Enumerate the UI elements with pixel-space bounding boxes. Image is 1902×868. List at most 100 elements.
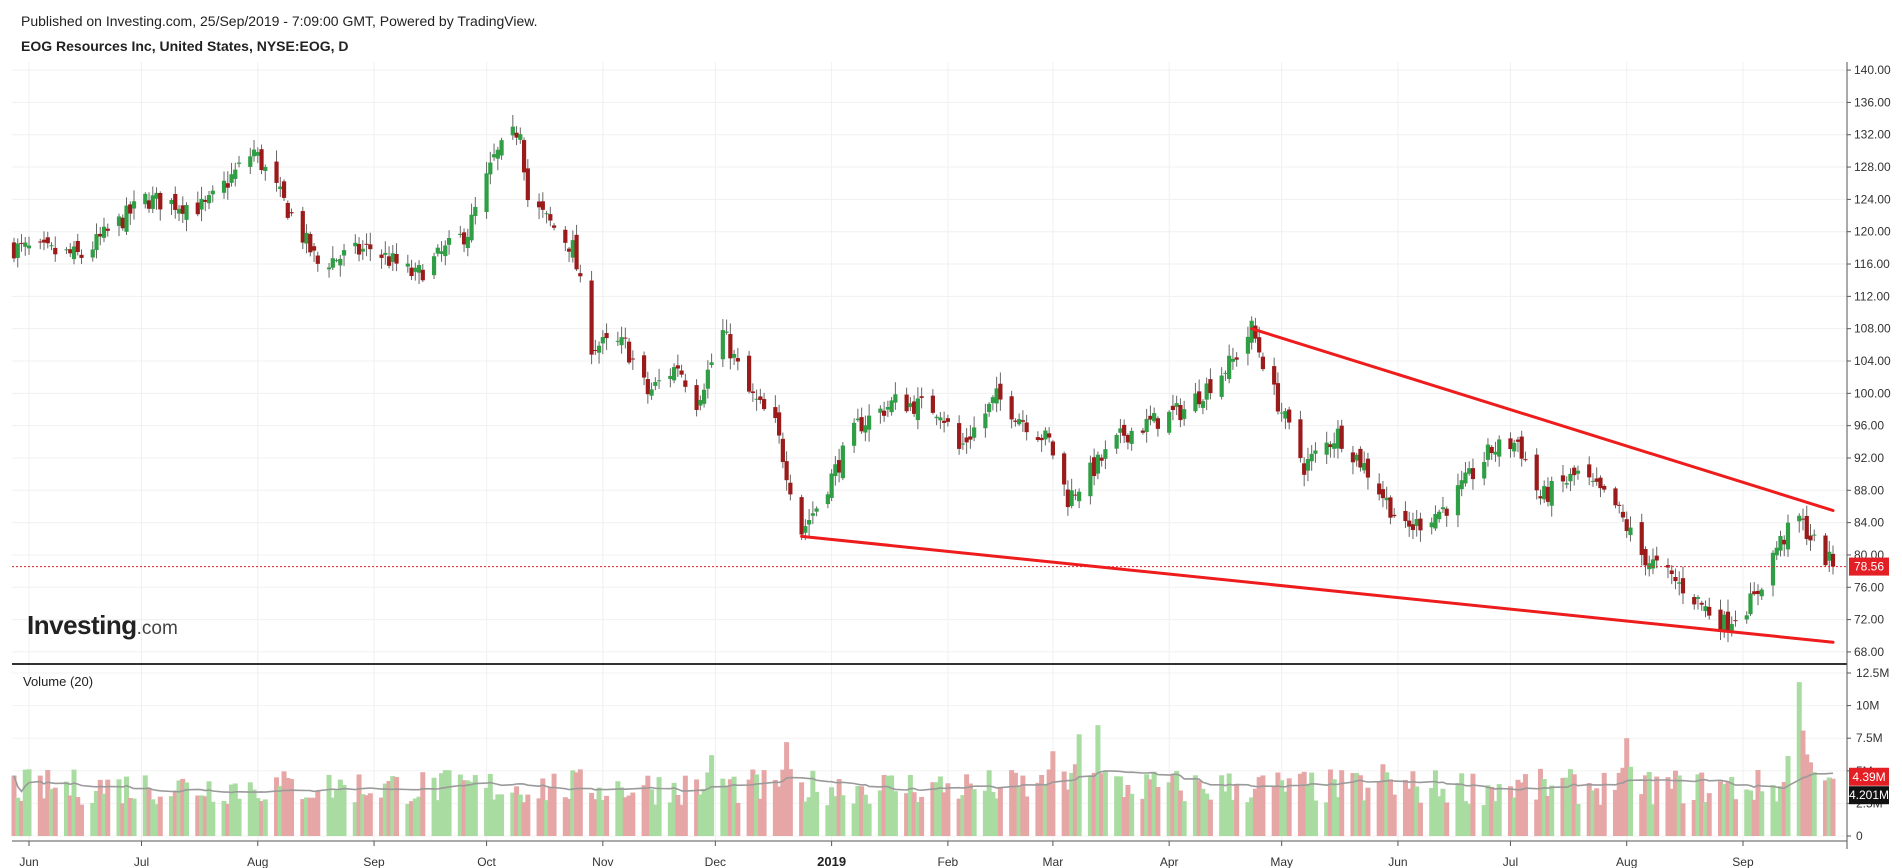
volume-bar [806, 797, 812, 836]
volume-bar [1380, 764, 1386, 836]
time-tick-label: Nov [592, 855, 613, 868]
volume-bar [499, 794, 505, 836]
volume-bar [1350, 773, 1356, 836]
candle-body [1365, 458, 1371, 478]
candle-body [386, 256, 392, 266]
volume-bar [146, 788, 152, 836]
candle-body [1039, 437, 1044, 441]
volume-bar [1586, 783, 1592, 836]
candle-body [154, 192, 159, 199]
volume-bar [71, 769, 77, 836]
candle-body [1354, 454, 1359, 461]
volume-bar [1357, 775, 1363, 836]
candle-body [604, 333, 609, 339]
volume-bar [1665, 777, 1671, 836]
candle-body [825, 494, 830, 505]
volume-bar [356, 774, 362, 836]
candle-body [173, 193, 178, 210]
candle-body [64, 249, 69, 251]
volume-bar [1200, 788, 1206, 836]
candle-body [1414, 519, 1419, 526]
candle-body [1549, 480, 1554, 506]
volume-bar [645, 775, 651, 836]
volume-bar [1406, 788, 1412, 836]
candle-body [1302, 463, 1307, 475]
volume-bar [1492, 801, 1498, 836]
candle-body [626, 341, 632, 363]
candle-body [1129, 430, 1134, 444]
candle-body [525, 168, 530, 201]
candle-body [1617, 504, 1622, 506]
volume-bar [472, 775, 478, 836]
volume-bar [1414, 786, 1420, 836]
volume-bar [600, 800, 606, 836]
volume-bar [1297, 773, 1303, 836]
volume-bar [1654, 776, 1660, 836]
last-volume-tag-bg [1849, 767, 1889, 786]
volume-bar [120, 803, 126, 836]
candle-body [893, 394, 898, 403]
candle-body [1725, 611, 1731, 631]
volume-bar [915, 801, 921, 836]
candle-body [1279, 412, 1284, 414]
volume-bar [1076, 734, 1082, 836]
candle-body [1650, 559, 1656, 569]
candle-body [1718, 609, 1723, 631]
volume-bar [1560, 777, 1566, 836]
volume-bar [1271, 786, 1277, 836]
candle-body [364, 243, 369, 245]
volume-bar [105, 779, 111, 836]
candle-body [1429, 522, 1434, 528]
price-tick-label: 92.00 [1854, 451, 1884, 465]
candle-body [255, 152, 260, 156]
volume-bar [1181, 801, 1187, 836]
volume-bar [960, 795, 966, 836]
volume-bar [1725, 781, 1731, 836]
candle-body [1804, 515, 1809, 540]
trendline-lower [800, 534, 1835, 644]
candle-body [150, 195, 155, 209]
candle-body [15, 243, 20, 258]
volume-bar [945, 783, 951, 836]
candle-body [1470, 468, 1476, 480]
volume-bar [236, 798, 242, 836]
candle-body [435, 247, 440, 254]
candle-body [867, 415, 872, 430]
volume-bar [210, 801, 216, 836]
price-tick-label: 72.00 [1854, 613, 1884, 627]
volume-bar [1549, 785, 1555, 836]
volume-bar [1166, 782, 1172, 836]
volume-bar [1702, 802, 1708, 836]
volume-bar [1807, 762, 1813, 836]
candle-body [1463, 472, 1468, 484]
candle-body [750, 391, 755, 394]
candle-body [1339, 425, 1344, 449]
candle-body [176, 208, 182, 214]
candle-body [645, 379, 650, 395]
candle-body [98, 233, 103, 237]
candle-body [1380, 489, 1386, 499]
volume-bar [784, 742, 790, 836]
candle-body [1152, 413, 1157, 422]
candle-body [578, 273, 583, 277]
volume-bar [1672, 770, 1678, 836]
volume-bar [1515, 779, 1521, 836]
volume-bar [829, 787, 835, 836]
candle-body [1467, 468, 1472, 474]
candle-body [705, 369, 710, 389]
candle-body [784, 461, 789, 481]
volume-bar [281, 771, 287, 836]
candle-body [11, 242, 17, 259]
candle-body [379, 254, 384, 258]
candle-body [1482, 461, 1487, 479]
candle-body [1722, 614, 1727, 633]
volume-bar [596, 787, 602, 836]
candle-body [446, 238, 452, 245]
candle-body [514, 132, 519, 138]
candle-body [409, 267, 414, 276]
candle-body [1695, 597, 1701, 599]
candle-body [675, 365, 680, 369]
candle-body [458, 233, 463, 235]
volume-bar [641, 785, 647, 836]
